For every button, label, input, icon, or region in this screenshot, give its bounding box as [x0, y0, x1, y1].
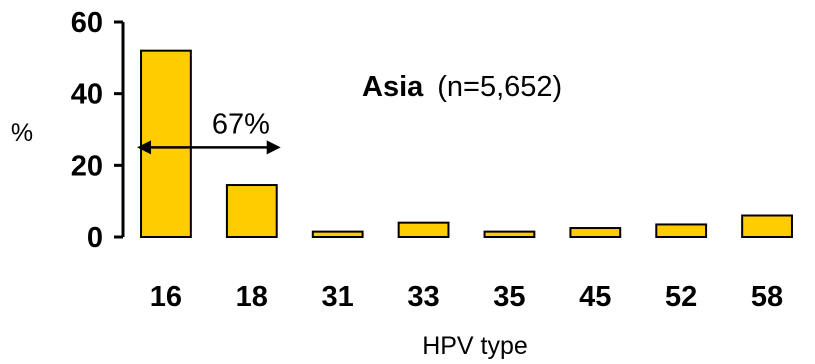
x-axis-title: HPV type	[422, 332, 528, 360]
bar-series	[140, 49, 793, 239]
y-tick-label-40: 40	[71, 79, 103, 111]
arrowhead-right-icon	[266, 140, 281, 155]
chart-title-region: Asia	[362, 71, 424, 103]
bar-31	[311, 230, 364, 238]
bar-58	[741, 214, 793, 238]
x-tick-label-45: 45	[579, 281, 611, 313]
arrowhead-left-icon	[137, 140, 152, 155]
bar-45	[569, 227, 622, 239]
bar-35	[483, 230, 536, 238]
chart-title: Asia (n=5,652)	[362, 71, 562, 103]
y-tick-label-0: 0	[87, 222, 103, 254]
chart-title-sample-size: (n=5,652)	[437, 71, 562, 103]
y-tick-label-60: 60	[71, 7, 103, 39]
x-tick-label-33: 33	[407, 281, 439, 313]
span-annotation-label: 67%	[212, 108, 270, 140]
x-tick-label-16: 16	[150, 281, 182, 313]
x-tick-label-18: 18	[236, 281, 268, 313]
x-tick-label-35: 35	[493, 281, 525, 313]
y-ticks: 0 20 40 60	[71, 7, 123, 254]
x-tick-labels: 16 18 31 33 35 45 52 58	[150, 281, 783, 313]
y-axis-title: %	[11, 119, 33, 147]
y-tick-label-20: 20	[71, 150, 103, 182]
bar-52	[655, 223, 708, 238]
bar-33	[397, 221, 450, 239]
x-tick-label-58: 58	[751, 281, 783, 313]
bar-18	[225, 184, 278, 239]
x-tick-label-52: 52	[665, 281, 697, 313]
span-annotation: 67%	[137, 108, 281, 155]
x-tick-label-31: 31	[322, 281, 354, 313]
